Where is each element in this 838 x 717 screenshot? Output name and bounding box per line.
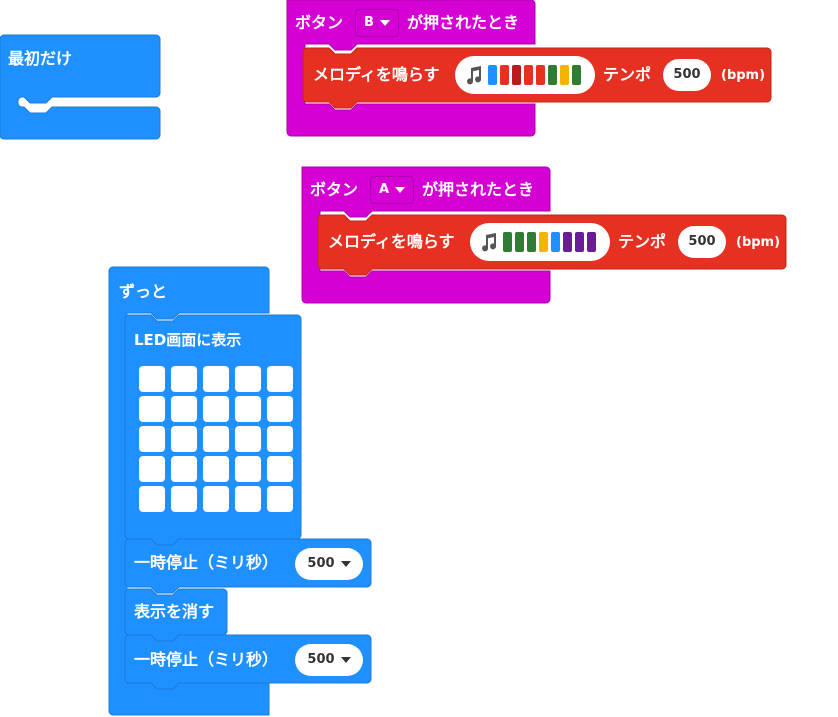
on-start-shape: [0, 34, 161, 140]
melody-b-note-1: [488, 65, 497, 85]
melody-b-note-4: [524, 65, 533, 85]
led-cell[interactable]: [171, 486, 197, 512]
led-cell[interactable]: [171, 366, 197, 392]
led-cell[interactable]: [139, 366, 165, 392]
led-cell[interactable]: [235, 426, 261, 452]
led-cell[interactable]: [235, 366, 261, 392]
melody-a-note-3: [527, 232, 536, 252]
melody-b-note-7: [560, 65, 569, 85]
clear-screen-block[interactable]: 表示を消す: [124, 588, 229, 642]
melody-a-note-6: [563, 232, 572, 252]
led-cell[interactable]: [139, 426, 165, 452]
melody-a-tempo-value: 500: [688, 234, 716, 249]
led-cell[interactable]: [267, 366, 293, 392]
led-cell[interactable]: [203, 456, 229, 482]
melody-a-picker[interactable]: [470, 223, 610, 261]
melody-a-tempo-label: テンポ: [618, 232, 667, 251]
button-b-dropdown-value: B: [364, 15, 374, 30]
chevron-down-icon: [340, 656, 351, 663]
button-a-event-shape: [301, 166, 551, 304]
melody-a-unit: (bpm): [736, 235, 781, 250]
melody-block-b[interactable]: メロディを鳴らす テンポ 500 (bpm): [302, 46, 773, 109]
pause-block-1[interactable]: 一時停止（ミリ秒） 500: [124, 538, 373, 594]
melody-b-note-5: [536, 65, 545, 85]
led-cell[interactable]: [267, 426, 293, 452]
led-cell[interactable]: [235, 486, 261, 512]
button-a-prefix: ボタン: [310, 180, 359, 199]
on-start-label: 最初だけ: [8, 49, 73, 68]
chevron-down-icon: [379, 19, 390, 26]
melody-a-label: メロディを鳴らす: [328, 232, 455, 251]
pause-1-value: 500: [307, 556, 335, 571]
pause-2-value: 500: [307, 652, 335, 667]
pause-1-label: 一時停止（ミリ秒）: [134, 553, 279, 572]
button-b-prefix: ボタン: [295, 13, 344, 32]
melody-b-tempo-value: 500: [673, 67, 701, 82]
pause-block-2[interactable]: 一時停止（ミリ秒） 500: [124, 634, 373, 690]
button-b-event-shape: [286, 0, 536, 137]
melody-a-note-2: [515, 232, 524, 252]
led-cell[interactable]: [139, 456, 165, 482]
music-note-icon: [482, 233, 497, 252]
button-b-dropdown[interactable]: B: [355, 9, 399, 37]
melody-a-note-7: [575, 232, 584, 252]
led-cell[interactable]: [235, 396, 261, 422]
led-cell[interactable]: [203, 486, 229, 512]
melody-b-picker[interactable]: [455, 56, 595, 94]
led-cell[interactable]: [171, 456, 197, 482]
button-b-suffix: が押されたとき: [407, 13, 520, 32]
led-cell[interactable]: [139, 396, 165, 422]
melody-a-note-4: [539, 232, 548, 252]
clear-screen-label: 表示を消す: [134, 602, 215, 621]
led-cell[interactable]: [171, 426, 197, 452]
led-cell[interactable]: [267, 396, 293, 422]
melody-b-note-8: [572, 65, 581, 85]
melody-b-unit: (bpm): [721, 68, 766, 83]
led-cell[interactable]: [235, 456, 261, 482]
button-a-suffix: が押されたとき: [422, 180, 535, 199]
chevron-down-icon: [395, 186, 406, 193]
melody-a-note-1: [503, 232, 512, 252]
melody-b-note-3: [512, 65, 521, 85]
melody-b-note-6: [548, 65, 557, 85]
melody-b-note-2: [500, 65, 509, 85]
pause-1-dropdown[interactable]: 500: [295, 548, 363, 580]
on-start-block[interactable]: 最初だけ: [0, 34, 162, 141]
melody-block-a[interactable]: メロディを鳴らす テンポ 500 (bpm): [317, 213, 788, 276]
pause-2-dropdown[interactable]: 500: [295, 644, 363, 676]
led-cell[interactable]: [267, 456, 293, 482]
melody-b-tempo-input[interactable]: 500: [663, 59, 711, 91]
button-a-event-block[interactable]: ボタン A が押されたとき: [301, 166, 552, 305]
button-a-dropdown-value: A: [378, 182, 390, 197]
button-b-event-block[interactable]: ボタン B が押されたとき: [286, 0, 537, 138]
music-note-icon: [467, 66, 482, 85]
led-cell[interactable]: [203, 366, 229, 392]
led-cell[interactable]: [139, 486, 165, 512]
led-cell[interactable]: [267, 486, 293, 512]
led-grid: [139, 366, 299, 526]
melody-a-note-8: [587, 232, 596, 252]
melody-b-tempo-label: テンポ: [603, 65, 652, 84]
button-a-dropdown[interactable]: A: [370, 176, 414, 204]
chevron-down-icon: [340, 560, 351, 567]
led-cell[interactable]: [203, 396, 229, 422]
pause-2-label: 一時停止（ミリ秒）: [134, 650, 279, 669]
led-cell[interactable]: [203, 426, 229, 452]
melody-b-label: メロディを鳴らす: [313, 65, 440, 84]
melody-a-note-5: [551, 232, 560, 252]
led-cell[interactable]: [171, 396, 197, 422]
show-leds-label: LED画面に表示: [134, 331, 242, 349]
melody-a-tempo-input[interactable]: 500: [678, 226, 726, 258]
forever-label: ずっと: [119, 282, 168, 301]
show-leds-block[interactable]: LED画面に表示: [124, 313, 303, 546]
